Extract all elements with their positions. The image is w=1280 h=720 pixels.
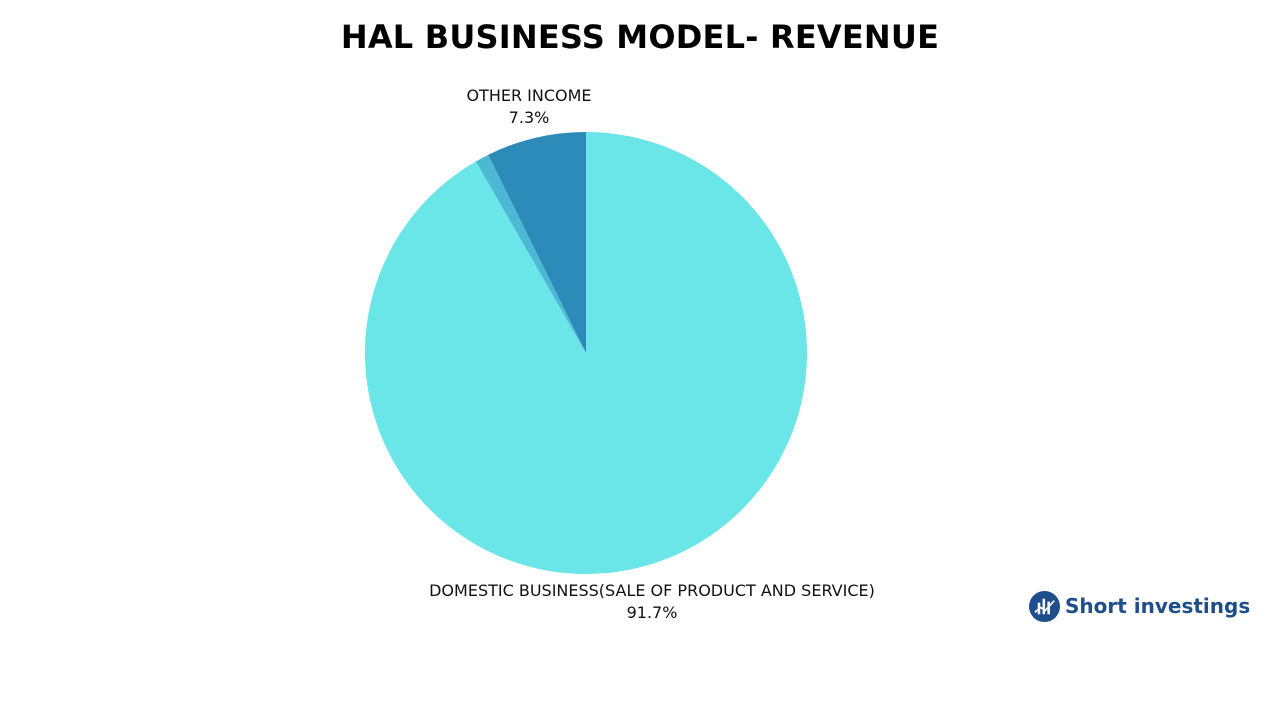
- slice-label-domestic-business: DOMESTIC BUSINESS(SALE OF PRODUCT AND SE…: [352, 580, 952, 624]
- brand-logo: Short investings: [1029, 589, 1250, 623]
- slice-label-other-income: OTHER INCOME 7.3%: [429, 85, 629, 129]
- brand-name: Short investings: [1065, 594, 1251, 618]
- chart-title: HAL BUSINESS MODEL- REVENUE: [340, 18, 940, 56]
- pie-slice-other-income: [488, 132, 586, 353]
- slice-label-percent: 7.3%: [508, 108, 550, 127]
- chart-logo-icon: [1029, 590, 1060, 622]
- slice-label-name: OTHER INCOME: [466, 86, 592, 105]
- pie-slice-unlabeled-1: [475, 154, 586, 353]
- slice-label-percent: 91.7%: [626, 603, 678, 622]
- slice-label-name: DOMESTIC BUSINESS(SALE OF PRODUCT AND SE…: [429, 581, 875, 600]
